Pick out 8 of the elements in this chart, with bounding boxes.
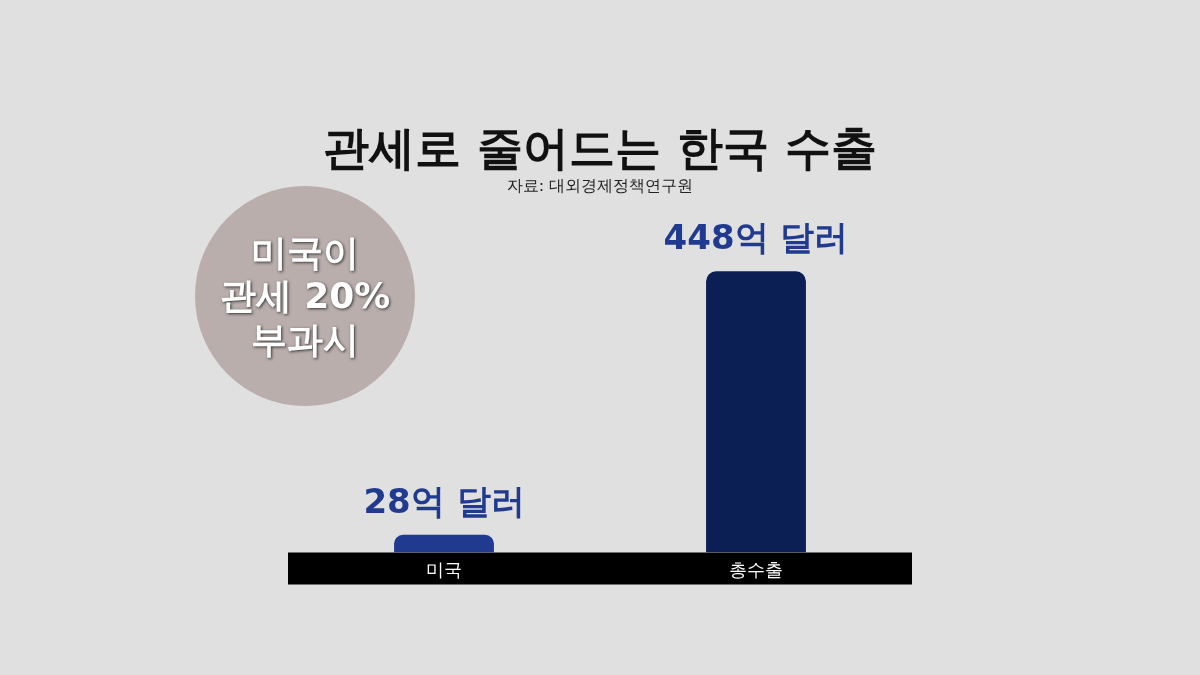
chart-title: 관세로 줄어드는 한국 수출 xyxy=(322,121,878,175)
x-tick-label: 미국 xyxy=(426,558,462,580)
data-label: 28억 달러 xyxy=(363,480,525,521)
annotation: 미국이 관세 20% 부과시 xyxy=(219,231,391,361)
circle-badge: 미국이 관세 20% 부과시 xyxy=(195,186,415,406)
data-label: 448억 달러 xyxy=(663,217,849,258)
chart-subtitle: 자료: 대외경제정책연구원 xyxy=(505,176,695,197)
x-tick-label: 총수출 xyxy=(729,558,783,580)
